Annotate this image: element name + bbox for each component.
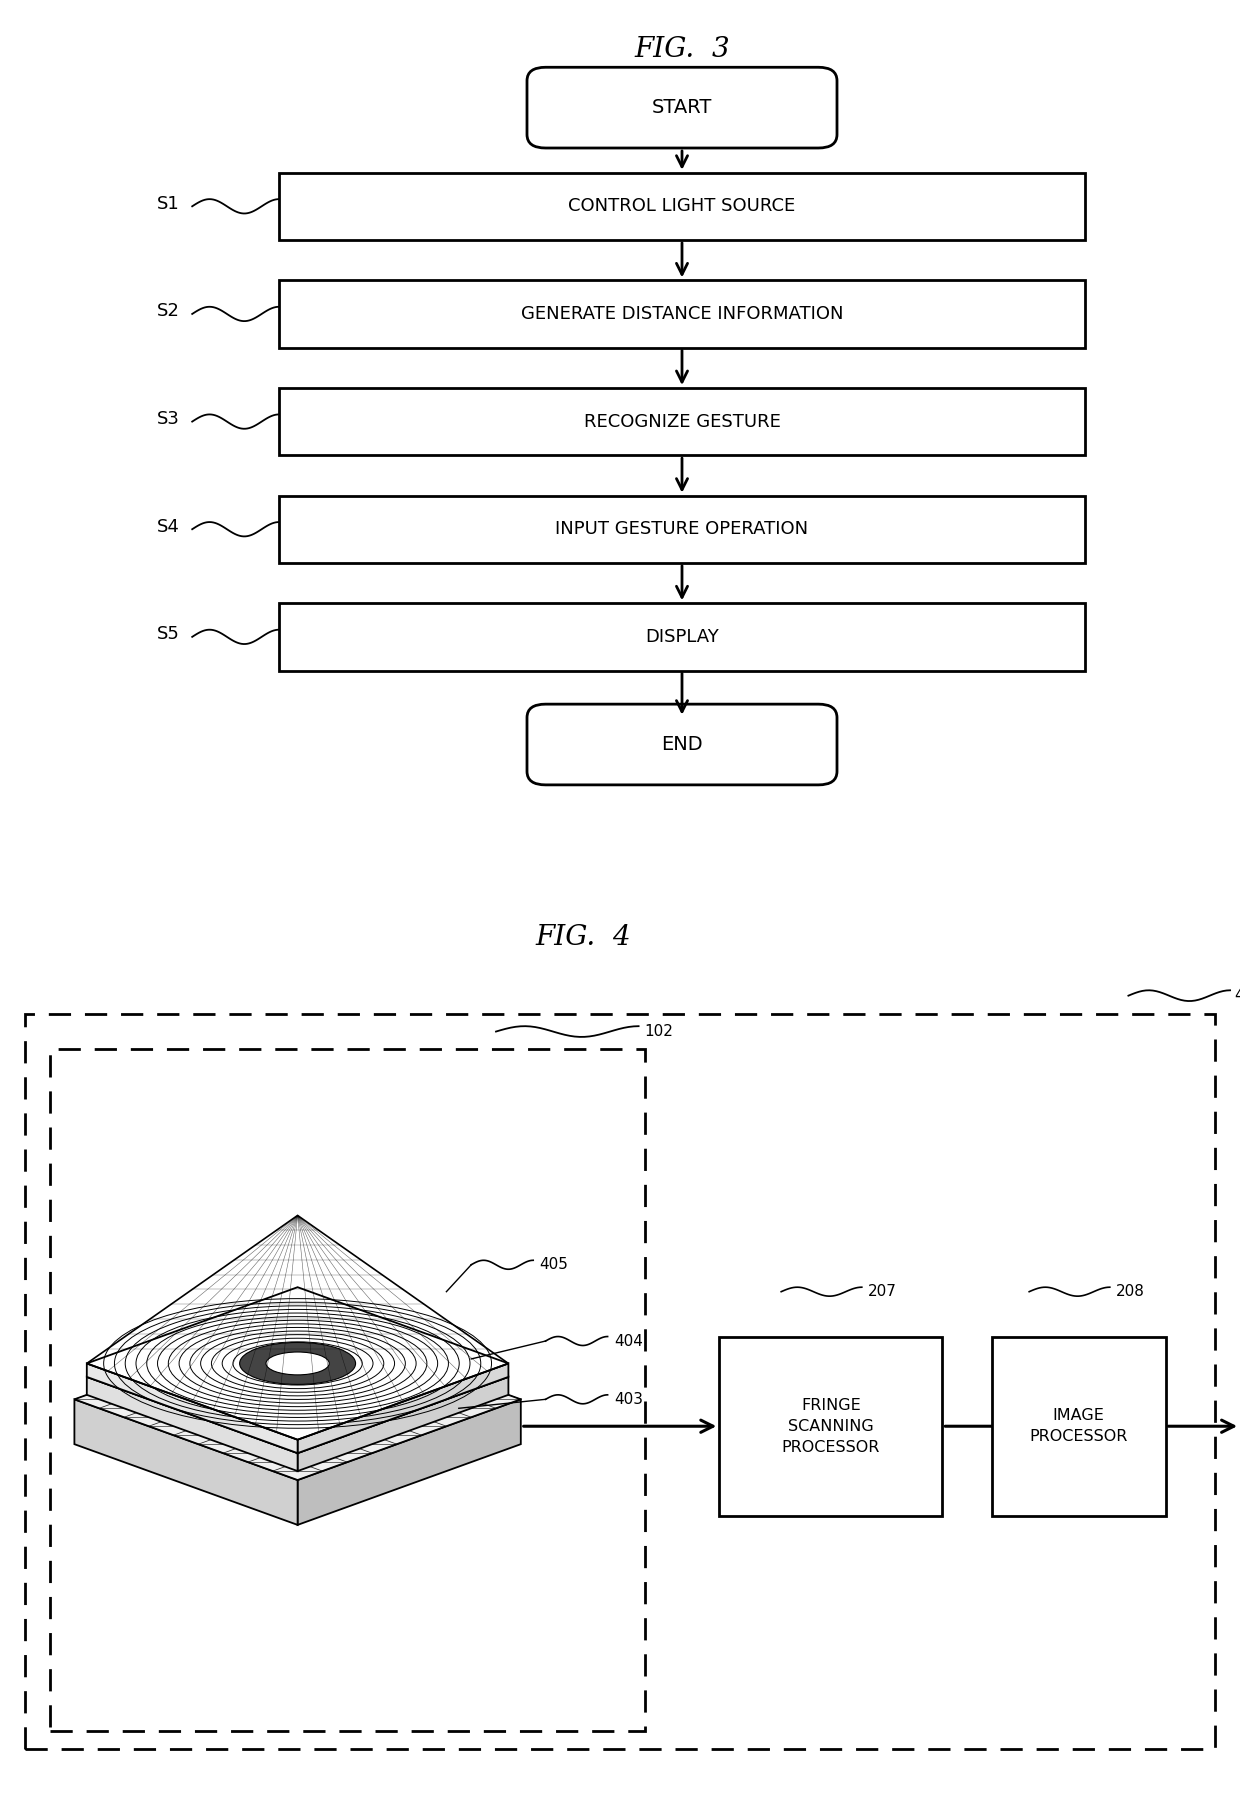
Polygon shape [298, 1363, 508, 1453]
Bar [25, 1014, 1215, 1749]
Text: 102: 102 [645, 1024, 673, 1039]
Text: IMAGE
PROCESSOR: IMAGE PROCESSOR [1029, 1408, 1128, 1444]
Polygon shape [87, 1288, 508, 1439]
Text: FIG.  4: FIG. 4 [534, 924, 631, 951]
Polygon shape [298, 1378, 508, 1471]
Text: 405: 405 [539, 1258, 568, 1272]
Text: DISPLAY: DISPLAY [645, 628, 719, 646]
Text: FRINGE
SCANNING
PROCESSOR: FRINGE SCANNING PROCESSOR [781, 1398, 880, 1455]
Text: END: END [661, 736, 703, 753]
Text: GENERATE DISTANCE INFORMATION: GENERATE DISTANCE INFORMATION [521, 305, 843, 323]
Bar [279, 603, 1085, 671]
Polygon shape [87, 1363, 298, 1453]
Bar [279, 388, 1085, 456]
Text: 402: 402 [1234, 988, 1240, 1003]
Ellipse shape [267, 1353, 330, 1374]
Text: START: START [652, 99, 712, 117]
Text: S3: S3 [157, 409, 180, 429]
Bar [279, 172, 1085, 240]
Text: 208: 208 [1116, 1285, 1145, 1299]
Text: INPUT GESTURE OPERATION: INPUT GESTURE OPERATION [556, 520, 808, 538]
Text: CONTROL LIGHT SOURCE: CONTROL LIGHT SOURCE [568, 197, 796, 215]
Text: S2: S2 [157, 301, 180, 321]
FancyBboxPatch shape [527, 705, 837, 786]
Text: 207: 207 [868, 1285, 897, 1299]
Bar [279, 495, 1085, 563]
Text: S4: S4 [157, 517, 180, 536]
Polygon shape [298, 1399, 521, 1525]
Polygon shape [87, 1378, 298, 1471]
Bar [719, 1337, 942, 1516]
Polygon shape [87, 1301, 508, 1453]
Text: FIG.  3: FIG. 3 [634, 36, 730, 63]
Text: S1: S1 [157, 194, 180, 213]
FancyBboxPatch shape [527, 68, 837, 149]
Bar [50, 1049, 645, 1731]
Ellipse shape [239, 1342, 356, 1385]
Polygon shape [74, 1319, 521, 1480]
Text: S5: S5 [157, 624, 180, 644]
Text: RECOGNIZE GESTURE: RECOGNIZE GESTURE [584, 413, 780, 431]
Text: 403: 403 [614, 1392, 642, 1406]
Text: 404: 404 [614, 1333, 642, 1349]
Polygon shape [74, 1399, 298, 1525]
Bar [279, 280, 1085, 348]
Bar [992, 1337, 1166, 1516]
